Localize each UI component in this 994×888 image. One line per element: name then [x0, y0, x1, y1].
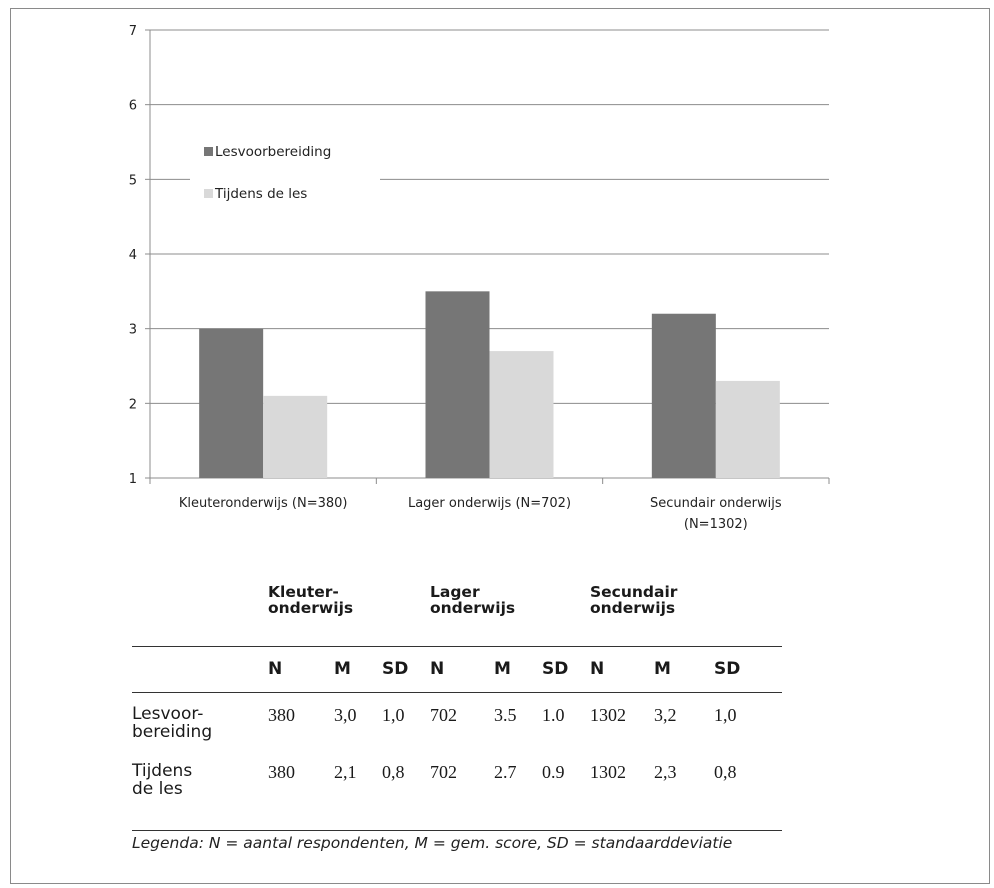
subheader-cell: M — [334, 645, 382, 692]
table-legend-note: Legenda: N = aantal respondenten, M = ge… — [132, 834, 733, 852]
subheader-cell: M — [654, 645, 714, 692]
bottom-rule-cell — [132, 829, 782, 831]
subheader-cell: SD — [382, 645, 430, 692]
figure-frame — [10, 8, 990, 884]
y-tick-label: 4 — [129, 248, 137, 263]
subheader-cell: N — [430, 645, 494, 692]
table-row: Tijdens de les 380 2,1 0,8 702 2.7 0.9 1… — [132, 758, 782, 830]
subheader-blank — [132, 645, 268, 692]
stats-table: Kleuter- onderwijs Lager onderwijs Secun… — [132, 584, 782, 831]
table-cell: 380 — [268, 691, 334, 758]
table-cell: 702 — [430, 691, 494, 758]
row-label-line1: Lesvoor- — [132, 703, 204, 724]
table-cell: 3.5 — [494, 691, 542, 758]
row-label: Lesvoor- bereiding — [132, 691, 268, 758]
y-tick-label: 1 — [129, 472, 137, 487]
table-cell: 1,0 — [714, 691, 782, 758]
table-cell: 1.0 — [542, 691, 590, 758]
subheader-cell: SD — [714, 645, 782, 692]
bar-lesvoorbereiding — [651, 313, 716, 478]
y-tick-label: 2 — [129, 397, 137, 412]
bar-tijdens-de-les — [263, 395, 328, 478]
group-header-line1: Kleuter- — [268, 583, 339, 601]
legend-background — [190, 135, 380, 205]
group-header-lager: Lager onderwijs — [430, 584, 590, 646]
x-category-label: (N=1302) — [684, 517, 748, 532]
group-header-secundair: Secundair onderwijs — [590, 584, 782, 646]
table-cell: 702 — [430, 762, 457, 782]
subheader-cell: N — [268, 645, 334, 692]
bar-lesvoorbereiding — [425, 291, 490, 478]
table-bottom-rule — [132, 829, 782, 831]
table-cell: 0,8 — [382, 762, 405, 782]
legend-swatch — [204, 189, 213, 198]
subheader-cell: SD — [542, 645, 590, 692]
group-header-kleuter: Kleuter- onderwijs — [268, 584, 430, 646]
group-header-line2: onderwijs — [430, 599, 516, 617]
bar-chart: 1 2 3 4 5 6 7 Kleuteronderwijs (N=380) Lager ond… — [129, 24, 830, 532]
bar-tijdens-de-les — [715, 380, 780, 478]
row-label: Tijdens de les — [132, 758, 268, 830]
y-tick-label: 6 — [129, 99, 137, 114]
group-header-line2: onderwijs — [590, 599, 676, 617]
x-category-label: Kleuteronderwijs (N=380) — [179, 496, 348, 511]
table-cell: 1302 — [590, 691, 654, 758]
table-row: Lesvoor- bereiding 380 3,0 1,0 702 3.5 1… — [132, 691, 782, 758]
bar-lesvoorbereiding — [199, 328, 264, 478]
corner-cell — [132, 584, 268, 646]
y-tick-label: 5 — [129, 173, 137, 188]
table-cell: 1,0 — [382, 691, 430, 758]
table-cell: 1302 — [590, 762, 626, 782]
subheader-cell: M — [494, 645, 542, 692]
subheader-row: N M SD N M SD N M SD — [132, 645, 782, 692]
group-header-line1: Lager — [430, 583, 480, 601]
y-tick-label: 7 — [129, 24, 137, 39]
bar-tijdens-de-les — [489, 351, 554, 478]
table-cell: 0.9 — [542, 762, 565, 782]
table-cell: 3,2 — [654, 691, 714, 758]
group-header-line2: onderwijs — [268, 599, 354, 617]
group-header-line1: Secundair — [590, 583, 678, 601]
legend-swatch — [204, 147, 213, 156]
row-label-line1: Tijdens — [132, 761, 193, 781]
x-category-label: Secundair onderwijs — [650, 496, 782, 511]
x-category-label: Lager onderwijs (N=702) — [408, 496, 571, 511]
table-cell: 380 — [268, 762, 295, 782]
table-cell: 2.7 — [494, 762, 517, 782]
row-label-line2: bereiding — [132, 721, 213, 742]
legend-label: Lesvoorbereiding — [215, 144, 331, 160]
group-header-row: Kleuter- onderwijs Lager onderwijs Secun… — [132, 584, 782, 646]
legend-label: Tijdens de les — [214, 186, 307, 202]
subheader-cell: N — [590, 645, 654, 692]
table-cell: 0,8 — [714, 762, 737, 782]
y-tick-label: 3 — [129, 323, 137, 338]
table-cell: 2,3 — [654, 762, 677, 782]
table-cell: 2,1 — [334, 762, 357, 782]
table-cell: 3,0 — [334, 691, 382, 758]
row-label-line2: de les — [132, 779, 183, 799]
